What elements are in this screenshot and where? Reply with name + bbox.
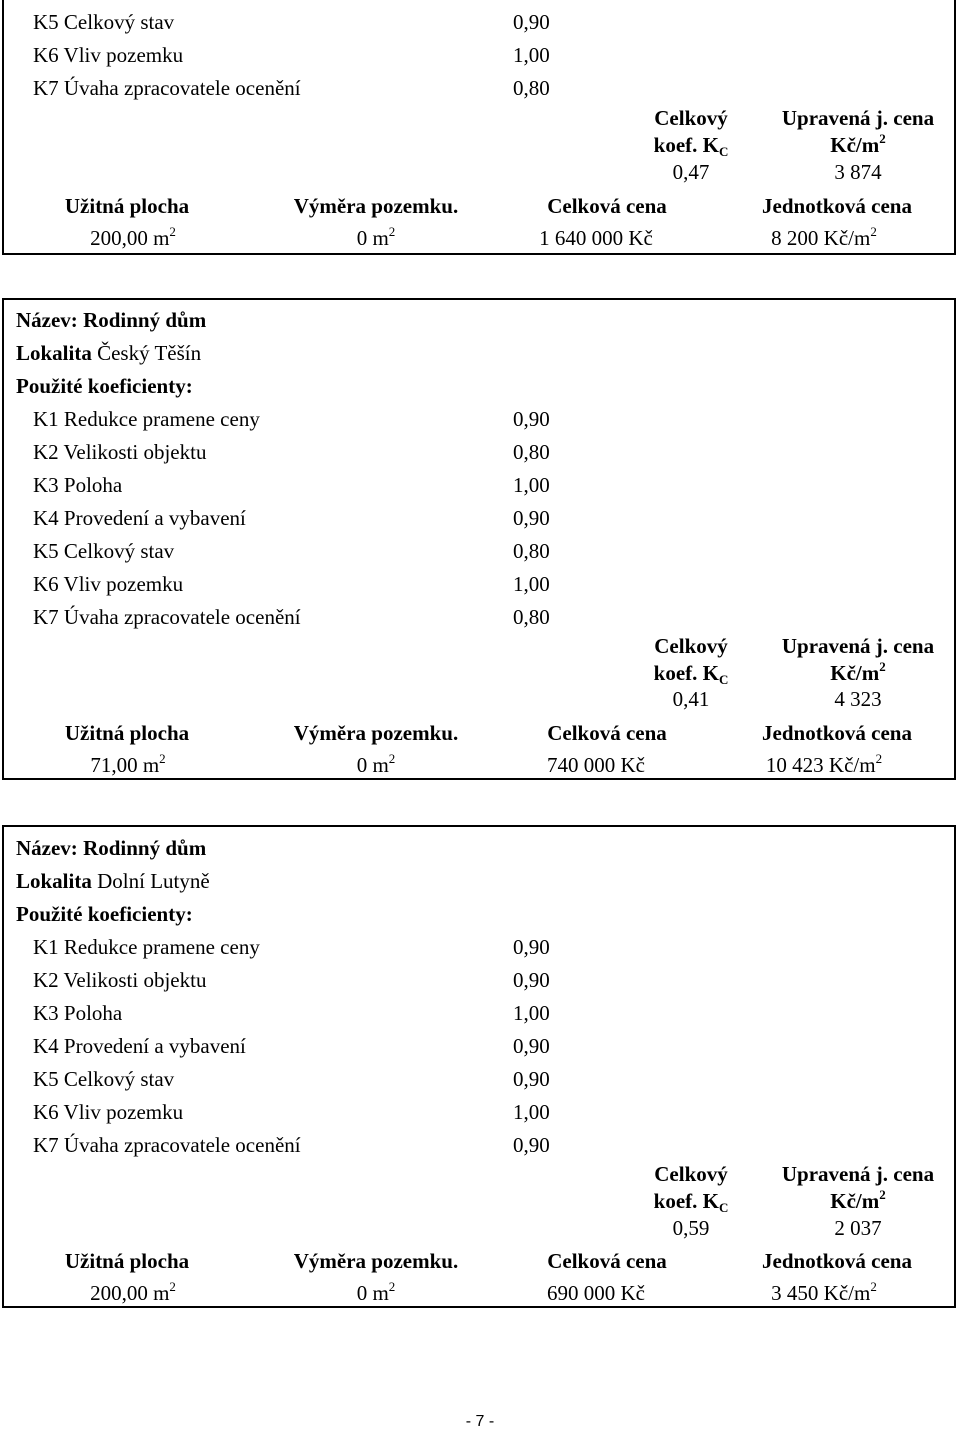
coefficient-value: 0,90 (513, 10, 550, 34)
coefficient-value: 0,90 (513, 1067, 550, 1091)
coefficient-label: K7 Úvaha zpracovatele ocenění (33, 76, 301, 100)
coefficient-label: K7 Úvaha zpracovatele ocenění (33, 1133, 301, 1157)
land-area-value: 0 m2 (356, 224, 396, 250)
overall-coef-header: Celkový (654, 1162, 728, 1186)
coefficient-value: 1,00 (513, 1100, 550, 1124)
adjusted-price-unit: Kč/m2 (830, 659, 886, 685)
record-panel-3 (2, 825, 956, 1308)
coefficient-value: 0,90 (513, 935, 550, 959)
coefficient-label: K6 Vliv pozemku (33, 43, 184, 67)
coefficient-label: K1 Redukce pramene ceny (33, 407, 260, 431)
land-area-value: 0 m2 (356, 1279, 396, 1305)
usable-area-header: Užitná plocha (64, 194, 190, 218)
coefficient-label: K3 Poloha (33, 1001, 123, 1025)
record-panel-1 (2, 0, 956, 255)
coefficient-value: 1,00 (513, 43, 550, 67)
adjusted-price-value: 2 037 (834, 1216, 882, 1240)
record-name: Název: Rodinný dům (16, 308, 207, 332)
unit-price-header: Jednotková cena (762, 1249, 912, 1273)
coefficient-label: K2 Velikosti objektu (33, 968, 207, 992)
record-locality: Lokalita Český Těšín (16, 341, 202, 365)
coefficient-label: K6 Vliv pozemku (33, 1100, 184, 1124)
overall-coef-header: Celkový (654, 634, 728, 658)
coefficient-label: K2 Velikosti objektu (33, 440, 207, 464)
coefficient-value: 0,80 (513, 76, 550, 100)
usable-area-value: 71,00 m2 (90, 751, 166, 777)
total-price-header: Celková cena (547, 1249, 667, 1273)
coefficient-value: 1,00 (513, 572, 550, 596)
overall-coef-value: 0,41 (672, 687, 710, 711)
overall-coef-header-2: koef. KC (653, 661, 729, 687)
coefficient-label: K5 Celkový stav (33, 10, 175, 34)
adjusted-price-unit: Kč/m2 (830, 1187, 886, 1213)
land-area-header: Výměra pozemku. (293, 1249, 459, 1273)
coefficient-value: 0,90 (513, 1034, 550, 1058)
coefficient-value: 1,00 (513, 473, 550, 497)
coefficient-label: K5 Celkový stav (33, 539, 175, 563)
land-area-header: Výměra pozemku. (293, 721, 459, 745)
overall-coef-header-2: koef. KC (653, 133, 729, 159)
land-area-header: Výměra pozemku. (293, 194, 459, 218)
unit-price-header: Jednotková cena (762, 721, 912, 745)
adjusted-price-value: 4 323 (834, 687, 882, 711)
coefficient-value: 0,80 (513, 440, 550, 464)
total-price-header: Celková cena (547, 721, 667, 745)
usable-area-header: Užitná plocha (64, 721, 190, 745)
page-number: - 7 - (465, 1413, 495, 1430)
coefficient-label: K4 Provedení a vybavení (33, 1034, 246, 1058)
usable-area-value: 200,00 m2 (90, 1279, 176, 1305)
total-price-value: 740 000 Kč (547, 753, 645, 777)
coefficient-label: K3 Poloha (33, 473, 123, 497)
adjusted-price-header: Upravená j. cena (781, 1162, 935, 1186)
coefficient-label: K4 Provedení a vybavení (33, 506, 246, 530)
adjusted-price-value: 3 874 (834, 160, 882, 184)
unit-price-header: Jednotková cena (762, 194, 912, 218)
total-price-value: 1 640 000 Kč (539, 226, 653, 250)
adjusted-price-header: Upravená j. cena (781, 106, 935, 130)
usable-area-value: 200,00 m2 (90, 224, 176, 250)
coefficient-value: 1,00 (513, 1001, 550, 1025)
coefficient-value: 0,80 (513, 539, 550, 563)
coefficient-label: K1 Redukce pramene ceny (33, 935, 260, 959)
coefficient-label: K6 Vliv pozemku (33, 572, 184, 596)
coefficient-label: K7 Úvaha zpracovatele ocenění (33, 605, 301, 629)
overall-coef-value: 0,47 (672, 160, 710, 184)
record-locality: Lokalita Dolní Lutyně (16, 869, 210, 893)
record-name: Název: Rodinný dům (16, 836, 207, 860)
coefficient-value: 0,90 (513, 1133, 550, 1157)
overall-coef-header-2: koef. KC (653, 1189, 729, 1215)
coefficient-value: 0,80 (513, 605, 550, 629)
coefficient-value: 0,90 (513, 968, 550, 992)
land-area-value: 0 m2 (356, 751, 396, 777)
adjusted-price-header: Upravená j. cena (781, 634, 935, 658)
total-price-value: 690 000 Kč (547, 1281, 645, 1305)
usable-area-header: Užitná plocha (64, 1249, 190, 1273)
record-panel-2 (2, 298, 956, 780)
coefficients-header: Použité koeficienty: (16, 902, 193, 926)
total-price-header: Celková cena (547, 194, 667, 218)
unit-price-value: 10 423 Kč/m2 (765, 751, 883, 777)
coefficient-label: K5 Celkový stav (33, 1067, 175, 1091)
unit-price-value: 3 450 Kč/m2 (771, 1279, 877, 1305)
coefficients-header: Použité koeficienty: (16, 374, 193, 398)
overall-coef-header: Celkový (654, 106, 728, 130)
unit-price-value: 8 200 Kč/m2 (771, 224, 877, 250)
coefficient-value: 0,90 (513, 407, 550, 431)
overall-coef-value: 0,59 (672, 1216, 710, 1240)
adjusted-price-unit: Kč/m2 (830, 131, 886, 157)
coefficient-value: 0,90 (513, 506, 550, 530)
